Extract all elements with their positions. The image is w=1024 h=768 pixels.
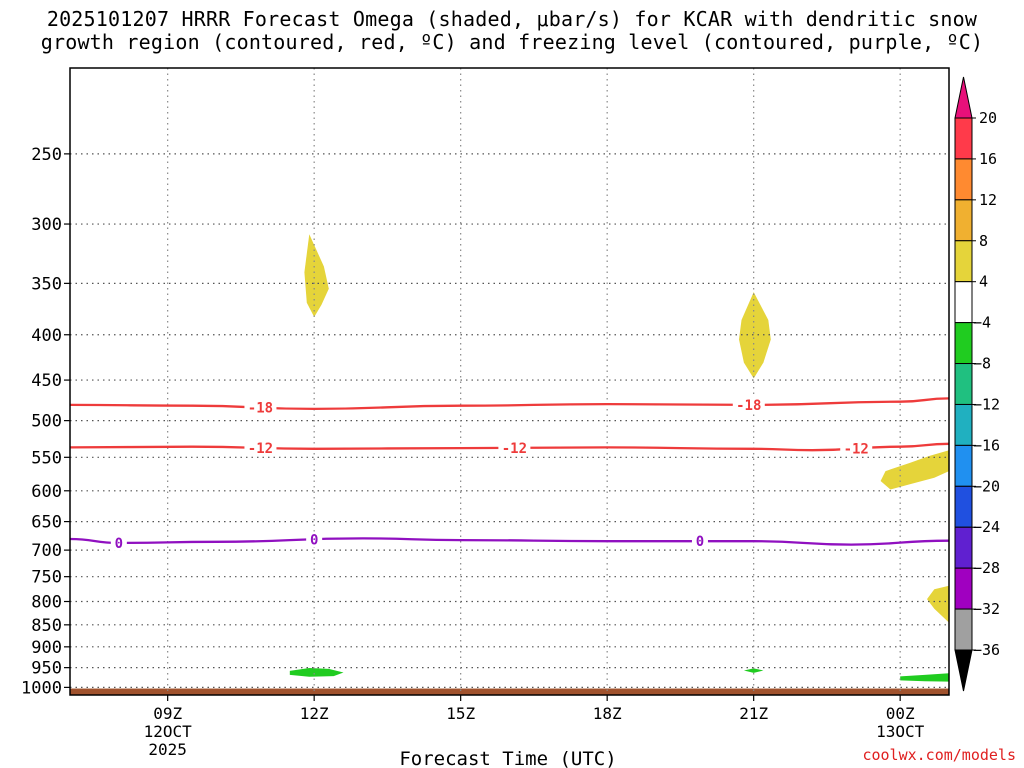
y-tick-label: 900 xyxy=(31,638,62,658)
colorbar-swatch xyxy=(954,199,973,242)
omega-positive-region-3 xyxy=(927,585,949,623)
colorbar-swatch xyxy=(954,240,973,283)
colorbar-swatch xyxy=(954,567,973,610)
y-tick-label: 1000 xyxy=(21,678,62,698)
colorbar-swatch xyxy=(954,444,973,487)
y-tick-label: 800 xyxy=(31,593,62,613)
colorbar-swatch xyxy=(954,403,973,446)
x-tick-label: 12Z xyxy=(300,704,329,723)
y-tick-label: 950 xyxy=(31,659,62,679)
y-tick-label: 350 xyxy=(31,274,62,294)
plot-fills xyxy=(70,234,949,695)
contour-label--12: -12 xyxy=(844,441,869,457)
contour-label-bg xyxy=(840,440,873,457)
colorbar-over-triangle xyxy=(954,76,973,119)
contour-label-bg xyxy=(732,396,765,413)
contour-line-0 xyxy=(69,537,950,546)
omega-positive-region-0 xyxy=(304,234,329,317)
x-tick-label: 00Z xyxy=(886,704,915,723)
colorbar-label: −32 xyxy=(973,600,1000,618)
colorbar-under-triangle xyxy=(954,649,973,692)
contour-label-bg xyxy=(498,439,531,456)
y-tick-label: 500 xyxy=(31,412,62,432)
omega-positive-region-1 xyxy=(739,292,771,379)
contour-label--18: -18 xyxy=(736,398,761,414)
plot-grid xyxy=(70,68,949,695)
y-tick-label: 250 xyxy=(31,145,62,165)
omega-negative-region-4 xyxy=(289,668,344,677)
y-axis: 2503003504004505005506006507007508008509… xyxy=(21,145,70,698)
colorbar-swatch xyxy=(954,526,973,569)
x-tick-label: 13OCT xyxy=(876,722,925,741)
colorbar: 20 16 12 8 4 −4 −8 −12 −16 −20 −24 −28 −32 −36 xyxy=(954,76,1000,692)
colorbar-label: −36 xyxy=(973,641,1000,659)
colorbar-label: −4 xyxy=(973,314,991,332)
colorbar-swatch xyxy=(954,485,973,528)
y-tick-label: 850 xyxy=(31,616,62,636)
contour-label-bg xyxy=(110,534,127,551)
x-tick-label: 15Z xyxy=(446,704,475,723)
y-tick-label: 600 xyxy=(31,482,62,502)
colorbar-label: −12 xyxy=(973,395,1000,413)
title-line-1: 2025101207 HRRR Forecast Omega (shaded, … xyxy=(46,7,978,31)
x-tick-label: 12OCT xyxy=(144,722,193,741)
y-tick-label: 650 xyxy=(31,513,62,533)
y-tick-label: 300 xyxy=(31,215,62,235)
plot-contours: -18 -18 -12 -12 -12 0 0 0 xyxy=(69,396,950,552)
contour-label-bg xyxy=(306,531,323,548)
plot-frame xyxy=(69,67,950,696)
colorbar-label: −8 xyxy=(973,355,991,373)
contour-label-bg xyxy=(244,399,277,416)
colorbar-label: 16 xyxy=(979,150,997,168)
colorbar-label: −28 xyxy=(973,559,1000,577)
x-tick-label: 21Z xyxy=(739,704,768,723)
contour-label-bg xyxy=(244,439,277,456)
x-tick-label: 2025 xyxy=(148,740,187,759)
colorbar-label: 20 xyxy=(979,109,997,127)
contour-label-0: 0 xyxy=(310,533,318,549)
x-tick-label: 18Z xyxy=(593,704,622,723)
y-tick-label: 750 xyxy=(31,568,62,588)
y-tick-label: 450 xyxy=(31,371,62,391)
y-tick-label: 700 xyxy=(31,541,62,561)
ground-fill xyxy=(70,688,949,695)
colorbar-label: 8 xyxy=(979,232,988,250)
colorbar-swatch xyxy=(954,322,973,365)
contour-line--18 xyxy=(69,397,950,411)
chart-title: 2025101207 HRRR Forecast Omega (shaded, … xyxy=(0,8,1024,54)
colorbar-swatch xyxy=(954,117,973,160)
colorbar-label: 12 xyxy=(979,191,997,209)
omega-negative-region-6 xyxy=(900,673,949,682)
contour-label-bg xyxy=(691,533,708,550)
y-tick-label: 400 xyxy=(31,326,62,346)
y-tick-label: 550 xyxy=(31,448,62,468)
colorbar-swatch xyxy=(954,363,973,405)
contour-label--18: -18 xyxy=(248,401,273,417)
colorbar-label: −24 xyxy=(973,518,1000,536)
credit-text: coolwx.com/models xyxy=(862,746,1016,764)
title-line-2: growth region (contoured, red, ºC) and f… xyxy=(40,30,984,54)
contour-label--12: -12 xyxy=(502,441,527,457)
contour-label-0: 0 xyxy=(696,534,704,550)
colorbar-label: −20 xyxy=(973,477,1000,495)
omega-positive-region-2 xyxy=(880,450,949,490)
omega-negative-region-5 xyxy=(743,668,764,673)
x-axis-label: Forecast Time (UTC) xyxy=(399,748,616,768)
colorbar-swatch xyxy=(954,608,973,651)
contour-label-0: 0 xyxy=(115,536,123,552)
colorbar-swatch xyxy=(954,158,973,201)
contour-label--12: -12 xyxy=(248,441,273,457)
colorbar-swatch xyxy=(954,281,973,324)
colorbar-label: −16 xyxy=(973,436,1000,454)
colorbar-label: 4 xyxy=(979,273,988,291)
x-tick-label: 09Z xyxy=(153,704,182,723)
